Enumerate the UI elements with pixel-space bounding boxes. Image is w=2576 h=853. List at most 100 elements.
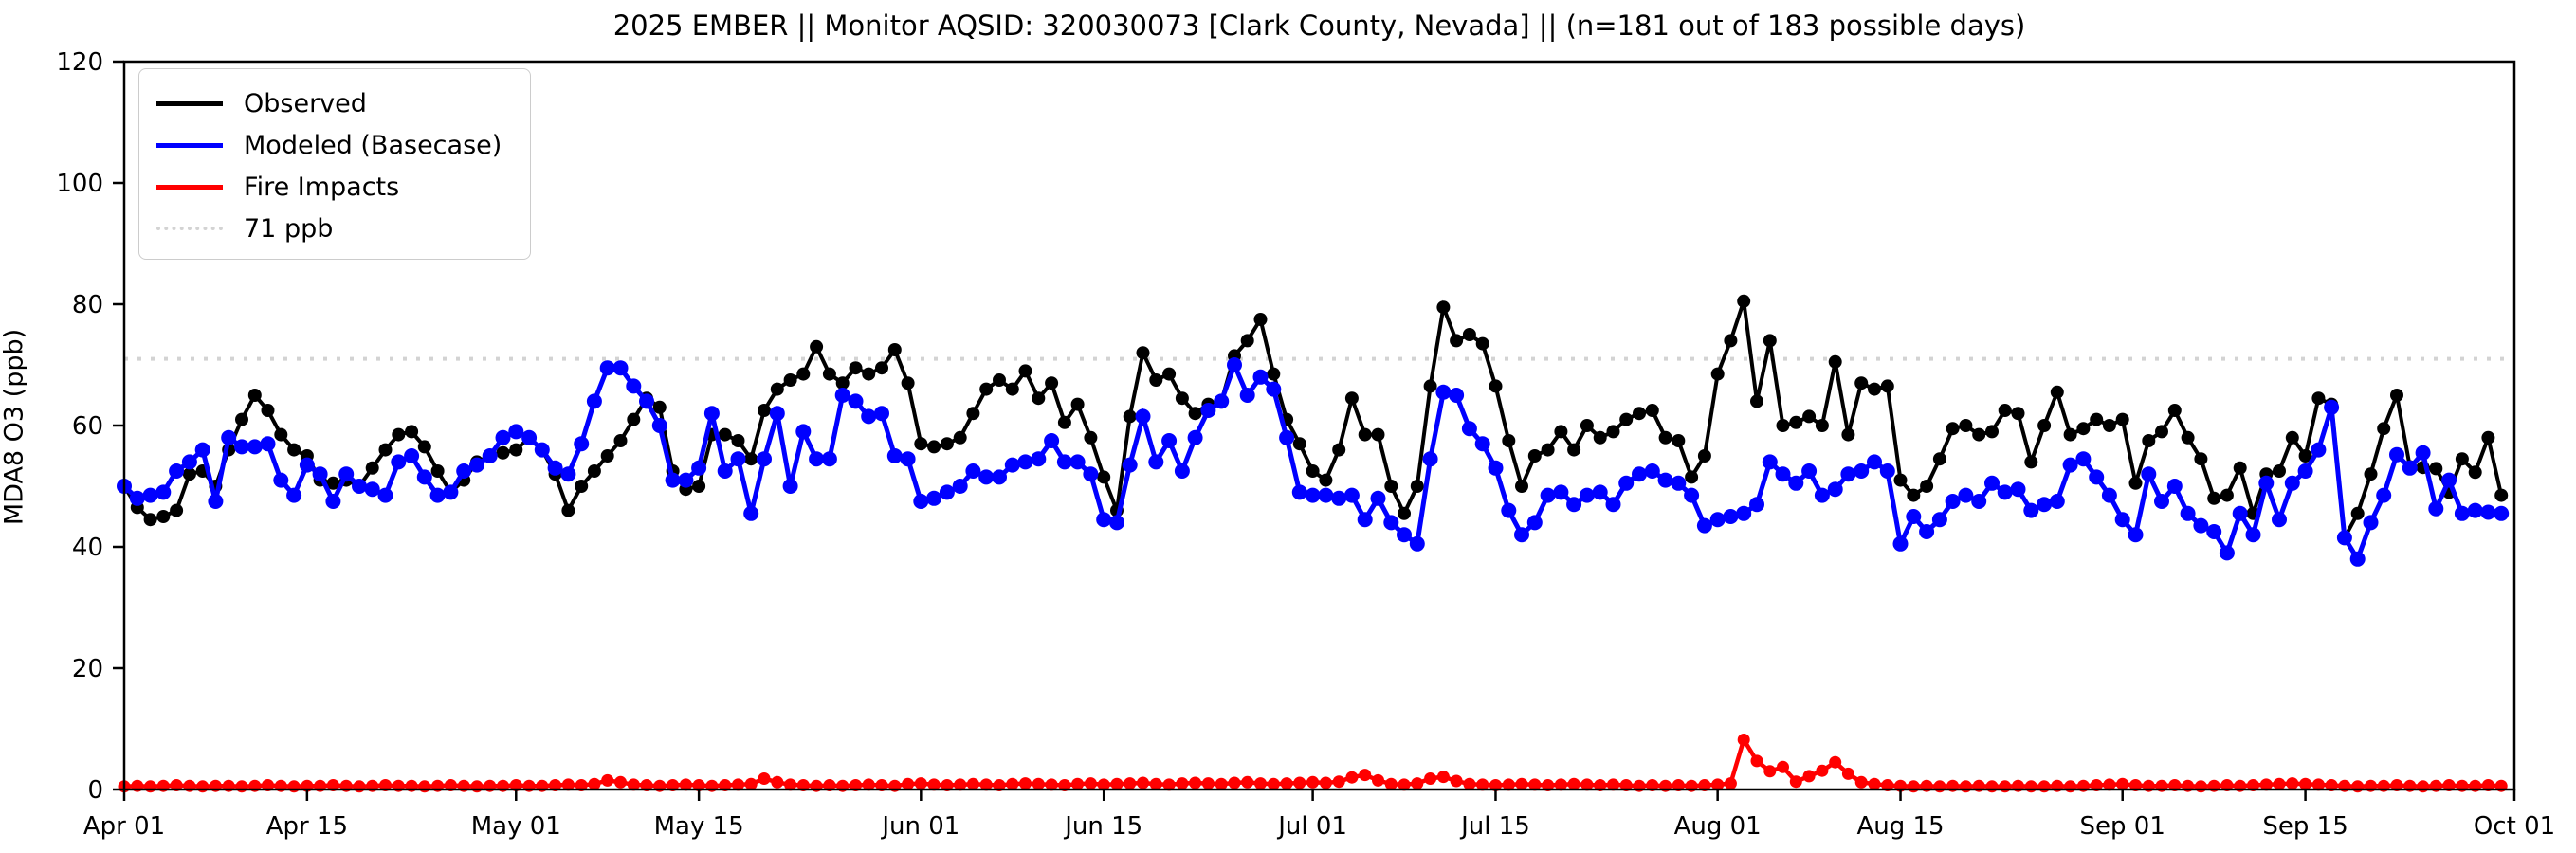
observed-line-marker xyxy=(1907,488,1921,502)
fire-impacts-line-marker xyxy=(679,778,692,791)
fire-impacts-line-marker xyxy=(1476,778,1489,791)
fire-impacts-line-marker xyxy=(744,777,758,790)
fire-impacts-line-marker xyxy=(902,777,915,790)
fire-impacts-line-marker xyxy=(418,780,431,793)
modeled-line-marker xyxy=(1044,433,1060,448)
modeled-line-marker xyxy=(1892,535,1909,552)
observed-line-marker xyxy=(1502,434,1516,447)
fire-impacts-line-marker xyxy=(1554,778,1567,791)
modeled-line-marker xyxy=(926,490,942,506)
modeled-line-marker xyxy=(1174,463,1190,479)
observed-line-marker xyxy=(1972,427,1986,442)
observed-line-marker xyxy=(1057,415,1071,429)
fire-impacts-line-marker xyxy=(196,780,210,793)
modeled-line-marker xyxy=(377,487,393,503)
observed-line-marker xyxy=(1515,480,1528,493)
observed-line-marker xyxy=(2481,430,2495,445)
observed-line-marker xyxy=(2220,488,2234,502)
fire-impacts-line-marker xyxy=(1293,776,1306,789)
modeled-line-marker xyxy=(429,487,446,503)
modeled-line-marker xyxy=(2193,517,2209,534)
observed-line-marker xyxy=(2102,419,2116,432)
modeled-line-marker xyxy=(364,481,380,498)
observed-line-marker xyxy=(718,427,732,442)
fire-impacts-line-marker xyxy=(1189,776,1202,789)
modeled-line-marker xyxy=(1383,515,1399,531)
modeled-line-marker xyxy=(2441,472,2457,488)
observed-line-marker xyxy=(182,467,196,481)
observed-line-marker xyxy=(1776,419,1790,432)
x-tick-label: Aug 01 xyxy=(1674,812,1762,841)
observed-line-marker xyxy=(274,427,288,442)
y-tick-label: 0 xyxy=(87,776,103,805)
observed-line-marker xyxy=(1658,430,1672,445)
fire-impacts-line-swatch xyxy=(156,184,223,190)
modeled-line-marker xyxy=(1592,484,1608,500)
observed-line-marker xyxy=(1593,430,1607,445)
fire-impacts-line-marker xyxy=(588,777,601,790)
modeled-line-marker xyxy=(769,406,785,422)
modeled-line-marker xyxy=(2494,505,2510,521)
observed-line-marker xyxy=(2298,449,2312,463)
modeled-line-marker xyxy=(1553,484,1569,500)
fire-impacts-line-marker xyxy=(784,778,797,791)
modeled-line-marker xyxy=(913,494,929,509)
modeled-line-marker xyxy=(1069,454,1086,470)
observed-line-marker xyxy=(1319,473,1333,487)
fire-impacts-line-marker xyxy=(1201,777,1215,790)
modeled-line-marker xyxy=(757,451,772,467)
modeled-line-marker xyxy=(2324,399,2340,415)
x-tick-label: Aug 15 xyxy=(1856,812,1944,841)
fire-impacts-line-marker xyxy=(1319,776,1332,789)
observed-line-marker xyxy=(1358,427,1372,442)
fire-impacts-line-marker xyxy=(2259,778,2273,791)
modeled-line-marker xyxy=(1749,497,1764,513)
modeled-line-marker xyxy=(1566,497,1582,513)
observed-line-marker xyxy=(235,412,248,426)
y-tick-label: 20 xyxy=(72,655,103,683)
x-tick-label: Jun 15 xyxy=(1063,812,1142,841)
observed-line-marker xyxy=(600,449,614,463)
fire-impacts-line-marker xyxy=(2194,780,2207,793)
x-tick-label: Sep 01 xyxy=(2080,812,2165,841)
modeled-line-marker xyxy=(2219,545,2235,561)
modeled-line-marker xyxy=(495,429,511,445)
modeled-line-marker xyxy=(247,439,263,455)
modeled-line-marker xyxy=(129,490,145,506)
fire-impacts-line-marker xyxy=(1411,777,1424,790)
observed-line-marker xyxy=(1398,506,1411,520)
fire-impacts-line-marker xyxy=(2351,780,2365,793)
modeled-line-marker xyxy=(1397,527,1412,543)
observed-line-marker xyxy=(758,404,771,417)
legend-label-threshold: 71 ppb xyxy=(244,213,334,244)
observed-line-marker xyxy=(561,503,575,517)
modeled-line-marker xyxy=(1526,515,1543,531)
modeled-line-marker xyxy=(1004,457,1020,473)
modeled-line-marker xyxy=(260,436,276,452)
observed-line-marker xyxy=(1633,407,1646,421)
modeled-line-marker xyxy=(2363,515,2379,531)
fire-impacts-line-marker xyxy=(1763,765,1777,778)
modeled-line-marker xyxy=(574,436,590,452)
modeled-line-marker xyxy=(1474,436,1490,452)
fire-impacts-line-marker xyxy=(2311,778,2325,791)
fire-impacts-line-marker xyxy=(1137,776,1149,789)
modeled-line-marker xyxy=(874,406,889,422)
observed-line-marker xyxy=(1371,427,1385,442)
observed-line-marker xyxy=(979,382,994,396)
modeled-line-marker xyxy=(678,472,694,488)
modeled-line-marker xyxy=(1605,497,1621,513)
observed-line-marker xyxy=(2455,452,2469,466)
fire-impacts-line-marker xyxy=(1345,771,1359,784)
fire-impacts-line-marker xyxy=(1802,770,1816,783)
observed-line-marker xyxy=(783,373,797,387)
observed-line-marker xyxy=(1410,480,1424,493)
modeled-line-marker xyxy=(1449,388,1465,403)
modeled-line-marker xyxy=(1579,487,1595,503)
modeled-line-marker xyxy=(1958,487,1974,503)
modeled-line-marker xyxy=(1017,454,1033,470)
x-tick-label: Oct 01 xyxy=(2474,812,2555,841)
fire-impacts-line-marker xyxy=(287,780,301,793)
modeled-line-marker xyxy=(1984,475,2000,491)
observed-line-marker xyxy=(1253,313,1268,326)
